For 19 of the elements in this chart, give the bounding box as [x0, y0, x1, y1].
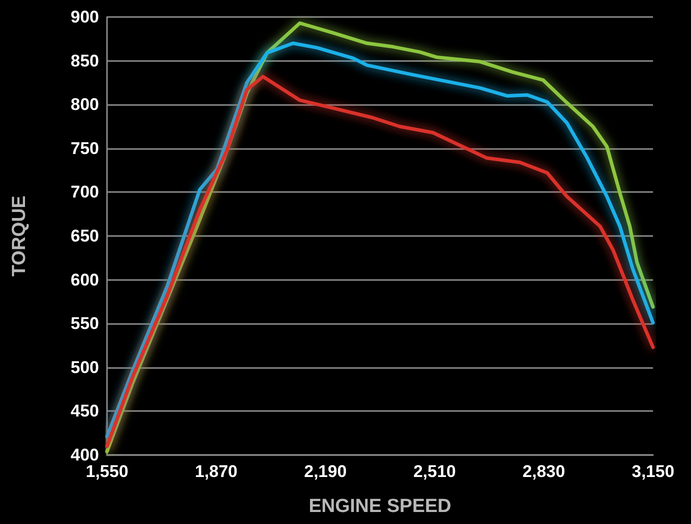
y-tick-label: 450 [70, 402, 99, 421]
y-axis-title: TORQUE [9, 196, 30, 276]
x-tick-label: 2,510 [413, 462, 456, 481]
x-tick-label: 3,150 [632, 462, 674, 481]
x-axis-title: ENGINE SPEED [308, 496, 452, 517]
y-tick-label: 500 [70, 358, 99, 377]
y-tick-label: 750 [70, 138, 99, 158]
y-tick-label: 600 [70, 270, 99, 290]
y-tick-label: 900 [70, 8, 99, 26]
y-tick-label: 400 [70, 446, 99, 464]
x-tick-label: 1,550 [86, 462, 128, 481]
x-tick-label: 1,870 [194, 462, 238, 481]
y-tick-label: 850 [70, 51, 99, 70]
y-tick-label: 800 [70, 95, 99, 114]
y-tick-label: 700 [70, 182, 99, 202]
y-tick-label: 650 [70, 226, 99, 246]
y-tick-label: 550 [70, 314, 99, 334]
x-tick-label: 2,830 [522, 462, 566, 481]
x-tick-label: 2,190 [304, 462, 347, 481]
